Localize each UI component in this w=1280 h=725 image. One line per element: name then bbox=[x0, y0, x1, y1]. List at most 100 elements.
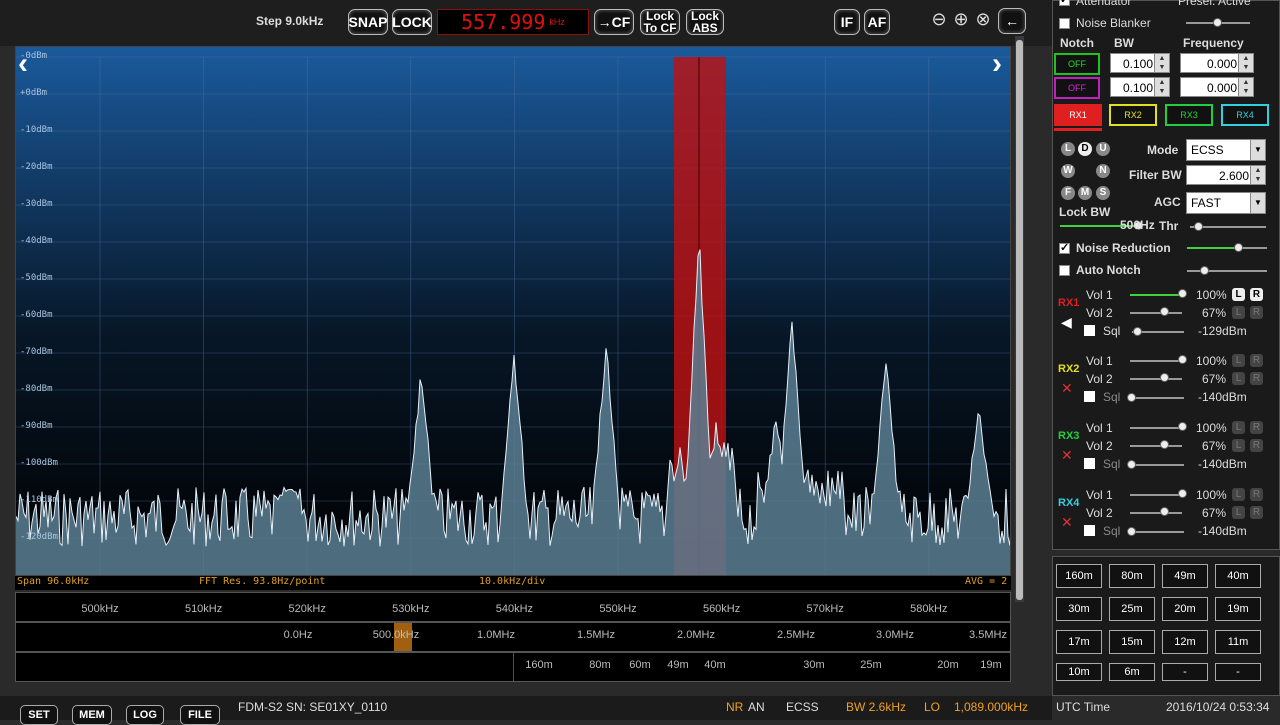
rx1-vol2-right-button[interactable]: R bbox=[1250, 306, 1263, 319]
notch2-toggle[interactable]: OFF bbox=[1054, 77, 1100, 99]
rx1-vol1-slider[interactable] bbox=[1130, 294, 1182, 296]
rx4-vol2-left-button[interactable]: L bbox=[1232, 506, 1245, 519]
filter-bw-spin-icon[interactable]: ▲ ▼ bbox=[1250, 166, 1265, 184]
rx4-squelch-checkbox[interactable] bbox=[1084, 525, 1095, 536]
rx1-right-channel-button[interactable]: R bbox=[1250, 288, 1263, 301]
scroll-right-icon[interactable]: › bbox=[992, 47, 1002, 80]
lock-to-cf-button[interactable]: Lock To CF bbox=[640, 9, 680, 35]
snap-button[interactable]: SNAP bbox=[348, 9, 388, 35]
attenuator-checkbox[interactable] bbox=[1059, 0, 1070, 6]
rx3-left-channel-button[interactable]: L bbox=[1232, 421, 1245, 434]
lock-bw-knob[interactable] bbox=[1134, 221, 1143, 230]
notch1-toggle[interactable]: OFF bbox=[1054, 53, 1100, 75]
speaker-muted-icon[interactable]: ✕ bbox=[1061, 380, 1073, 396]
lock-abs-button[interactable]: Lock ABS bbox=[686, 9, 724, 35]
speaker-muted-icon[interactable]: ✕ bbox=[1061, 514, 1073, 530]
notch2-bw-spin-icon[interactable]: ▲ ▼ bbox=[1154, 78, 1169, 96]
rx3-vol1-knob[interactable] bbox=[1178, 422, 1187, 431]
back-arrow-icon[interactable]: ← bbox=[998, 8, 1026, 34]
rx2-vol1-knob[interactable] bbox=[1178, 355, 1187, 364]
rx1-squelch-checkbox[interactable] bbox=[1084, 325, 1095, 336]
lo-marker[interactable] bbox=[394, 623, 412, 651]
band-button-25m[interactable]: 25m bbox=[1109, 597, 1155, 621]
band-button-6m[interactable]: 6m bbox=[1109, 663, 1155, 681]
band-button-30m[interactable]: 30m bbox=[1056, 597, 1102, 621]
rx3-sql-knob[interactable] bbox=[1127, 460, 1136, 469]
rx3-squelch-checkbox[interactable] bbox=[1084, 458, 1095, 469]
thr-knob[interactable] bbox=[1194, 222, 1203, 231]
band-button--[interactable]: - bbox=[1215, 663, 1261, 681]
rx1-vol2-left-button[interactable]: L bbox=[1232, 306, 1245, 319]
notch1-freq-input[interactable]: 0.000 ▲ ▼ bbox=[1180, 53, 1254, 73]
rx4-vol1-slider[interactable] bbox=[1130, 494, 1182, 496]
lock-button[interactable]: LOCK bbox=[392, 9, 432, 35]
rx2-sql-knob[interactable] bbox=[1127, 393, 1136, 402]
af-button[interactable]: AF bbox=[864, 9, 890, 35]
scrollbar-thumb[interactable] bbox=[1016, 40, 1023, 600]
rx3-vol2-left-button[interactable]: L bbox=[1232, 439, 1245, 452]
if-button[interactable]: IF bbox=[834, 9, 860, 35]
band-button-19m[interactable]: 19m bbox=[1215, 597, 1261, 621]
rx4-right-channel-button[interactable]: R bbox=[1250, 488, 1263, 501]
zoom-reset-icon[interactable]: ⊗ bbox=[975, 9, 991, 29]
rx2-right-channel-button[interactable]: R bbox=[1250, 354, 1263, 367]
notch1-bw-spin-icon[interactable]: ▲ ▼ bbox=[1154, 54, 1169, 72]
mode-w-button[interactable]: W bbox=[1061, 164, 1075, 178]
rx1-sql-slider[interactable] bbox=[1132, 331, 1184, 333]
rx4-left-channel-button[interactable]: L bbox=[1232, 488, 1245, 501]
band-button-12m[interactable]: 12m bbox=[1162, 630, 1208, 654]
noise-reduction-slider[interactable] bbox=[1187, 247, 1239, 249]
auto-notch-checkbox[interactable] bbox=[1059, 265, 1070, 276]
tab-rx3[interactable]: RX3 bbox=[1165, 104, 1213, 126]
thr-slider[interactable] bbox=[1190, 226, 1266, 228]
agc-select[interactable]: FAST ▼ bbox=[1186, 192, 1266, 214]
tab-rx1[interactable]: RX1 bbox=[1054, 104, 1102, 126]
to-cf-button[interactable]: →CF bbox=[594, 9, 634, 35]
rx2-left-channel-button[interactable]: L bbox=[1232, 354, 1245, 367]
lo-scale[interactable]: 0.0Hz 500.0kHz 1.0MHz 1.5MHz 2.0MHz 2.5MHz 3.0… bbox=[15, 622, 1011, 652]
file-button[interactable]: FILE bbox=[180, 705, 220, 725]
log-button[interactable]: LOG bbox=[126, 705, 164, 725]
band-button-49m[interactable]: 49m bbox=[1162, 564, 1208, 588]
agc-chevron-down-icon[interactable]: ▼ bbox=[1250, 193, 1265, 213]
rx2-vol2-slider[interactable] bbox=[1130, 378, 1182, 380]
filter-bw-input[interactable]: 2.600 ▲ ▼ bbox=[1186, 165, 1266, 185]
meter-band-scale[interactable]: 160m 80m 60m 49m 40m 30m 25m 20m 19m bbox=[15, 652, 1011, 682]
mode-u-button[interactable]: U bbox=[1096, 142, 1110, 156]
mode-chevron-down-icon[interactable]: ▼ bbox=[1250, 140, 1265, 160]
band-button-11m[interactable]: 11m bbox=[1215, 630, 1261, 654]
tab-rx4[interactable]: RX4 bbox=[1221, 104, 1269, 126]
mode-select[interactable]: ECSS ▼ bbox=[1186, 139, 1266, 161]
notch2-freq-spin-icon[interactable]: ▲ ▼ bbox=[1238, 78, 1253, 96]
rx3-sql-slider[interactable] bbox=[1132, 464, 1184, 466]
rx4-vol2-right-button[interactable]: R bbox=[1250, 506, 1263, 519]
speaker-icon[interactable]: ◀ bbox=[1061, 314, 1072, 330]
band-button-20m[interactable]: 20m bbox=[1162, 597, 1208, 621]
rx4-vol2-slider[interactable] bbox=[1130, 512, 1182, 514]
zoom-out-icon[interactable]: ⊖ bbox=[931, 9, 947, 29]
lock-bw-slider[interactable] bbox=[1060, 225, 1138, 227]
auto-notch-slider[interactable] bbox=[1187, 270, 1267, 272]
band-button-80m[interactable]: 80m bbox=[1109, 564, 1155, 588]
mode-s-button[interactable]: S bbox=[1096, 186, 1110, 200]
mode-n-button[interactable]: N bbox=[1096, 164, 1110, 178]
band-button-160m[interactable]: 160m bbox=[1056, 564, 1102, 588]
frequency-scale[interactable]: 500kHz 510kHz 520kHz 530kHz 540kHz 550kHz 560k… bbox=[15, 592, 1011, 622]
rx2-vol2-right-button[interactable]: R bbox=[1250, 372, 1263, 385]
mode-d-button[interactable]: D bbox=[1078, 142, 1092, 156]
speaker-muted-icon[interactable]: ✕ bbox=[1061, 447, 1073, 463]
rx2-squelch-checkbox[interactable] bbox=[1084, 391, 1095, 402]
rx4-sql-slider[interactable] bbox=[1132, 531, 1184, 533]
zoom-in-icon[interactable]: ⊕ bbox=[953, 9, 969, 29]
mem-button[interactable]: MEM bbox=[72, 705, 112, 725]
rx2-vol2-knob[interactable] bbox=[1160, 373, 1169, 382]
mode-l-button[interactable]: L bbox=[1061, 142, 1075, 156]
scroll-left-icon[interactable]: ‹ bbox=[18, 47, 28, 80]
rx3-vol1-slider[interactable] bbox=[1130, 427, 1182, 429]
notch1-bw-input[interactable]: 0.100 ▲ ▼ bbox=[1110, 53, 1170, 73]
rx3-vol2-slider[interactable] bbox=[1130, 445, 1182, 447]
set-button[interactable]: SET bbox=[20, 705, 58, 725]
auto-notch-knob[interactable] bbox=[1200, 266, 1209, 275]
band-button-40m[interactable]: 40m bbox=[1215, 564, 1261, 588]
rx1-vol1-knob[interactable] bbox=[1178, 289, 1187, 298]
